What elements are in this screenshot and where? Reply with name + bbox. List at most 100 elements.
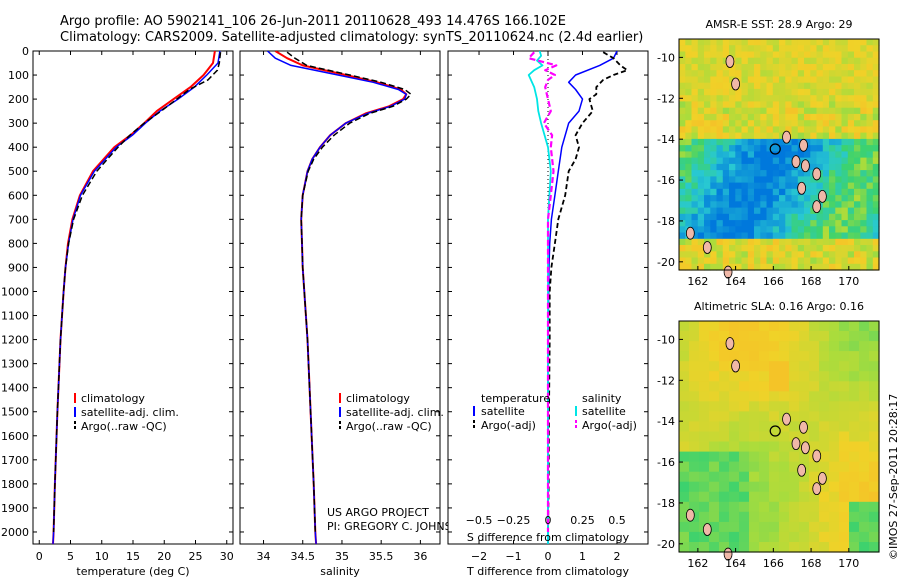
map-cell (839, 401, 850, 412)
island-shape (685, 226, 695, 240)
map-cell (729, 163, 736, 171)
map-cell (822, 70, 830, 77)
map-cell (822, 257, 830, 265)
map-cell (785, 213, 793, 221)
map-cell (729, 101, 736, 109)
map-cell (747, 176, 755, 184)
map-cell (735, 207, 743, 215)
map-cell (679, 107, 686, 115)
map-cell (809, 461, 820, 473)
map-cell (789, 451, 800, 463)
map-cell (716, 188, 724, 196)
map-cell (839, 321, 850, 332)
map-cell (754, 220, 761, 227)
map-cell (854, 245, 861, 252)
map-cell (691, 220, 699, 227)
map-cell (722, 64, 730, 71)
map-cell (872, 95, 880, 102)
map-cell (822, 170, 830, 177)
map-cell (722, 201, 730, 209)
s-tick-label: 0.5 (608, 514, 626, 527)
map-cell (749, 381, 760, 392)
map-cell (804, 39, 811, 46)
map-cell (797, 207, 805, 215)
map-cell (741, 188, 749, 196)
map-cell (772, 257, 780, 265)
map-cell (710, 51, 718, 59)
map-cell (741, 101, 749, 109)
map-cell (791, 76, 799, 84)
map-cell (689, 361, 700, 372)
map-cell (816, 82, 824, 90)
map-cell (822, 45, 830, 52)
map-cell (772, 207, 780, 215)
map-cell (722, 95, 730, 102)
map-cell (860, 176, 868, 184)
map-cell (866, 170, 874, 177)
map-cell (779, 226, 786, 234)
map-cell (679, 182, 686, 190)
map-cell (835, 207, 843, 215)
map-cell (716, 76, 724, 84)
map-cell (766, 120, 774, 127)
map-cell (760, 101, 768, 109)
map-cell (735, 120, 743, 127)
map-cell (741, 251, 749, 259)
map-cell (835, 188, 843, 196)
map-cell (822, 226, 830, 234)
map-cell (754, 51, 761, 59)
map-cell (691, 251, 699, 259)
map-cell (859, 501, 870, 513)
map-cell (779, 351, 790, 362)
map-cell (719, 451, 730, 463)
map-cell (739, 481, 750, 493)
x-tick-label: 35.5 (369, 550, 394, 563)
map-cell (739, 341, 750, 352)
map-cell (719, 501, 730, 513)
map-cell (716, 57, 724, 65)
map-y-tick-label: -16 (657, 456, 675, 469)
map-cell (835, 57, 843, 65)
map-cell (747, 157, 755, 165)
map-cell (719, 371, 730, 382)
map-cell (704, 195, 711, 202)
map-cell (739, 511, 750, 523)
map-cell (860, 113, 868, 121)
map-cell (685, 70, 693, 77)
map-cell (809, 381, 820, 392)
map-cell (769, 361, 780, 372)
map-cell (735, 64, 743, 71)
map-cell (859, 331, 870, 342)
map-cell (872, 151, 880, 159)
map-cell (789, 381, 800, 392)
map-cell (829, 351, 840, 362)
map-cell (797, 88, 805, 96)
map-cell (779, 76, 786, 84)
map-cell (829, 441, 840, 453)
map-cell (689, 441, 700, 453)
map-cell (769, 511, 780, 523)
map-cell (716, 145, 724, 152)
map-cell (710, 170, 718, 177)
map-panel-sla: Altimetric SLA: 0.16 Argo: 0.16-10-12-14… (657, 300, 880, 570)
map-cell (866, 51, 874, 59)
map-cell (854, 57, 861, 65)
island-shape (731, 359, 741, 373)
map-cell (766, 45, 774, 52)
map-cell (779, 521, 790, 533)
map-cell (697, 120, 705, 127)
map-cell (679, 321, 690, 332)
map-cell (797, 213, 805, 221)
map-cell (799, 351, 810, 362)
map-cell (809, 391, 820, 402)
map-cell (809, 361, 820, 372)
map-cell (785, 157, 793, 165)
island-shape (801, 159, 810, 173)
map-cell (779, 531, 790, 543)
map-cell (819, 501, 830, 513)
map-cell (716, 70, 724, 77)
map-cell (866, 120, 874, 127)
y-tick-label: 600 (8, 189, 29, 202)
map-cell (710, 220, 718, 227)
map-cell (716, 232, 724, 240)
